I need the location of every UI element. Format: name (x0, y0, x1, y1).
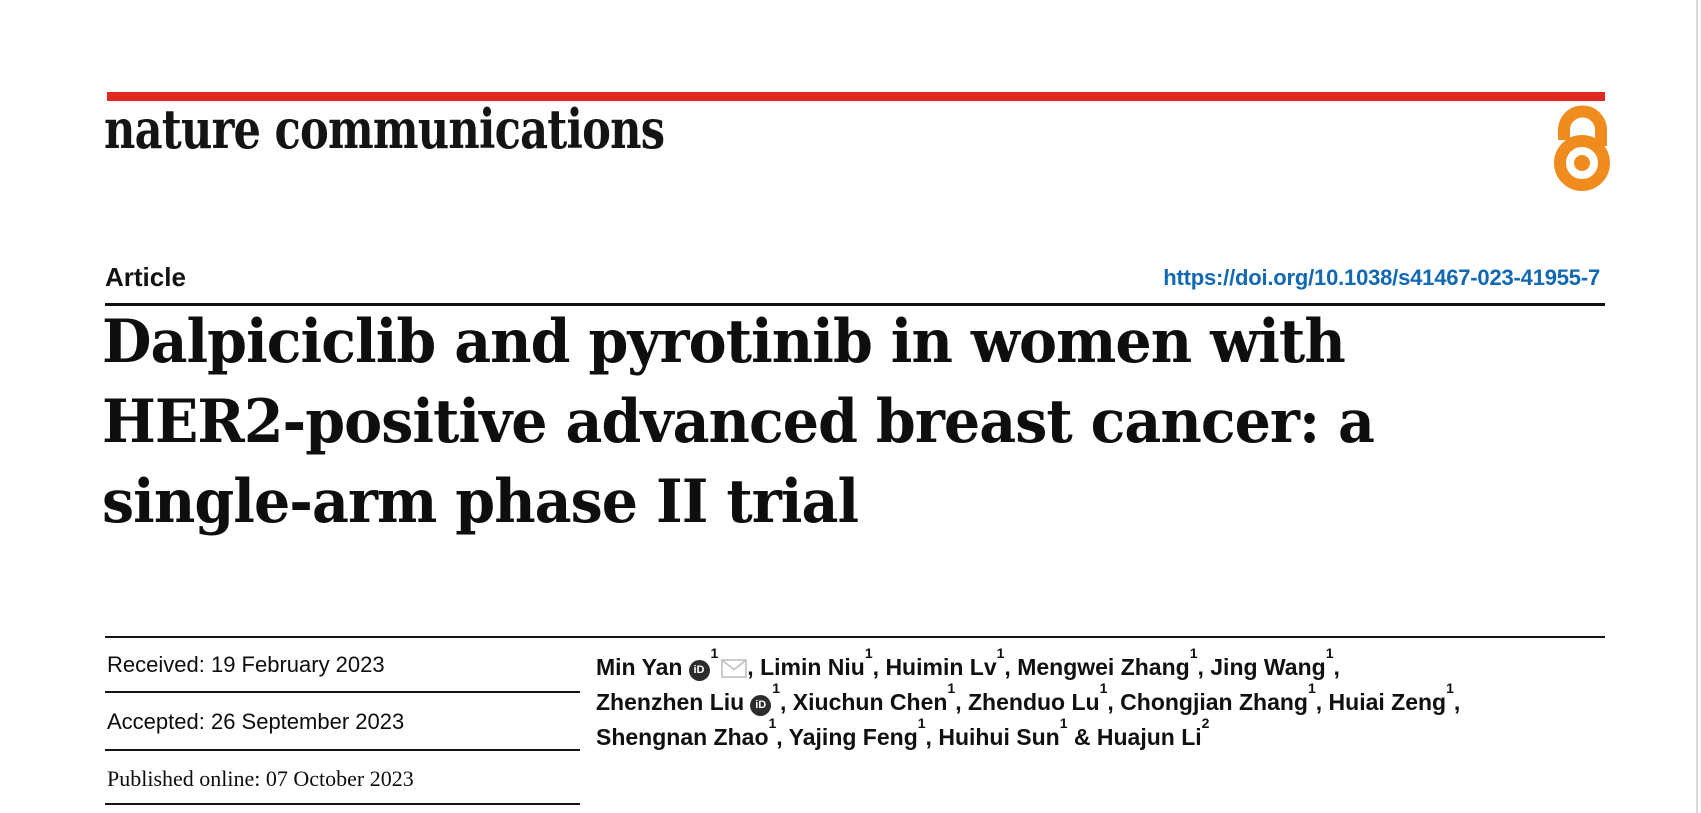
author-name: Huiai Zeng (1328, 689, 1447, 715)
author-affiliation-superscript: 1 (772, 680, 781, 697)
author-name: Shengnan Zhao (596, 724, 769, 750)
author-affiliation-superscript: 1 (1307, 680, 1316, 697)
journal-logo: nature communications (104, 97, 665, 161)
author-name: Yajing Feng (788, 724, 918, 750)
date-row-published: Published online: 07 October 2023 (107, 766, 577, 792)
author-separator: , (1315, 689, 1329, 715)
author-separator: , (780, 689, 793, 715)
author-separator: , (1453, 689, 1461, 715)
article-type-label: Article (105, 262, 186, 292)
date-divider (105, 803, 580, 805)
journal-accent-bar (107, 92, 1605, 101)
author-affiliation-superscript: 1 (710, 645, 719, 662)
email-icon[interactable] (721, 659, 748, 678)
date-divider (105, 749, 580, 751)
author-name: Huimin Lv (885, 654, 997, 680)
author-separator: , (1107, 689, 1121, 715)
author-name: Mengwei Zhang (1017, 654, 1190, 680)
author-line: Shengnan Zhao1, Yajing Feng1, Huihui Sun… (596, 716, 1616, 755)
author-affiliation-superscript: 1 (1099, 680, 1108, 697)
author-affiliation-superscript: 1 (1189, 645, 1198, 662)
author-separator: , (925, 724, 939, 750)
author-name: Chongjian Zhang (1120, 689, 1308, 715)
paper-title-line-3: single-arm phase II trial (102, 467, 859, 537)
header-rule (105, 303, 1605, 306)
authors-block: Min Yan iD1, Limin Niu1, Huimin Lv1, Meng… (596, 646, 1616, 755)
author-name: Zhenduo Lu (968, 689, 1100, 715)
paper-title-line-2: HER2-positive advanced breast cancer: a (102, 387, 1375, 457)
author-separator: , (1333, 654, 1340, 680)
orcid-icon[interactable]: iD (688, 660, 710, 681)
author-name: Zhenzhen Liu (596, 689, 745, 715)
author-separator: , (1004, 654, 1018, 680)
date-value: 07 October 2023 (265, 766, 414, 791)
doi-link[interactable]: https://doi.org/10.1038/s41467-023-41955… (1163, 265, 1600, 290)
author-separator: , (776, 724, 789, 750)
email-icon-wrap[interactable] (718, 654, 748, 680)
date-value: 19 February 2023 (210, 652, 385, 677)
author-affiliation-superscript: 1 (947, 680, 956, 697)
author-name: Huajun Li (1096, 724, 1202, 750)
open-access-icon (1550, 104, 1620, 197)
date-label: Accepted: (107, 709, 211, 734)
paper-title: Dalpiciclib and pyrotinib in women with … (102, 302, 1508, 542)
orcid-icon[interactable]: iD (750, 695, 772, 716)
author-name: Limin Niu (760, 654, 865, 680)
author-line: Zhenzhen Liu iD1, Xiuchun Chen1, Zhenduo … (596, 681, 1616, 720)
date-row-accepted: Accepted: 26 September 2023 (107, 709, 577, 735)
author-affiliation-superscript: 1 (864, 645, 873, 662)
author-name: Min Yan (596, 654, 683, 680)
author-name: Huihui Sun (938, 724, 1060, 750)
date-row-received: Received: 19 February 2023 (107, 652, 577, 678)
author-separator: , (872, 654, 886, 680)
date-label: Received: (107, 652, 211, 677)
author-separator: , (955, 689, 968, 715)
author-name: Jing Wang (1210, 654, 1326, 680)
author-affiliation-superscript: 1 (768, 715, 777, 732)
date-value: 26 September 2023 (210, 709, 405, 734)
author-affiliation-superscript: 2 (1201, 715, 1210, 732)
paper-title-line-1: Dalpiciclib and pyrotinib in women with (102, 307, 1346, 377)
date-label: Published online: (107, 766, 266, 791)
author-separator: , (1197, 654, 1211, 680)
author-name: Xiuchun Chen (792, 689, 948, 715)
metadata-top-rule (105, 636, 1605, 638)
author-separator: & (1067, 724, 1097, 750)
author-affiliation-superscript: 1 (996, 645, 1005, 662)
author-affiliation-superscript: 1 (1059, 715, 1068, 732)
author-separator: , (747, 654, 761, 680)
author-line: Min Yan iD1, Limin Niu1, Huimin Lv1, Meng… (596, 646, 1616, 685)
author-affiliation-superscript: 1 (1325, 645, 1334, 662)
date-divider (105, 691, 580, 693)
author-affiliation-superscript: 1 (1446, 680, 1454, 697)
author-affiliation-superscript: 1 (917, 715, 926, 732)
page-edge-divider (1696, 0, 1698, 813)
